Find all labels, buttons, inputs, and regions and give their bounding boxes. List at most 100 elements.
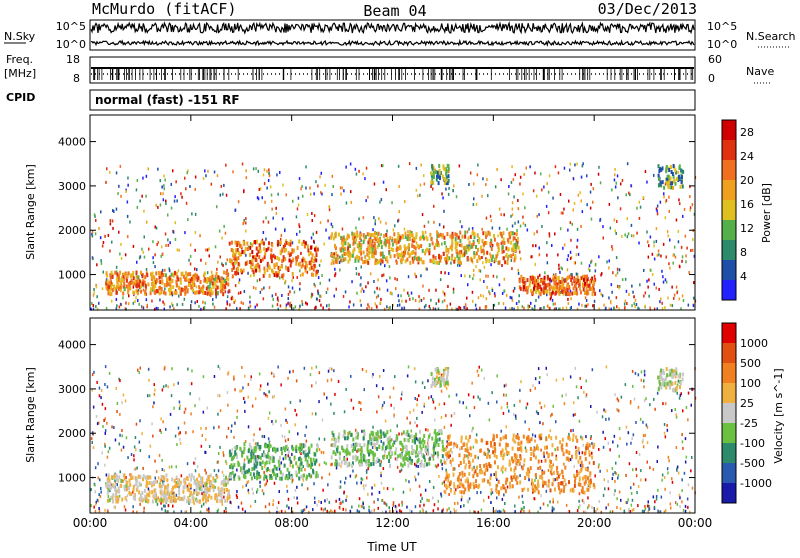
band-cell xyxy=(215,479,217,483)
scatter-cell xyxy=(345,388,347,391)
band-cell xyxy=(196,274,198,278)
scatter-cell xyxy=(578,303,580,306)
scatter-cell xyxy=(463,504,465,507)
scatter-cell xyxy=(590,207,592,210)
band-cell xyxy=(208,475,210,479)
scatter-cell xyxy=(145,195,147,198)
band-cell xyxy=(346,252,348,256)
scatter-cell xyxy=(381,440,383,443)
scatter-cell xyxy=(624,233,626,236)
band-cell xyxy=(682,185,684,189)
band-cell xyxy=(290,476,292,480)
band-cell xyxy=(216,499,218,503)
band-cell xyxy=(118,490,120,494)
scatter-cell xyxy=(638,485,640,488)
scatter-cell xyxy=(478,456,480,459)
scatter-cell xyxy=(480,491,482,494)
scatter-cell xyxy=(212,298,214,301)
band-cell xyxy=(225,476,227,480)
scatter-cell xyxy=(270,185,272,188)
scatter-cell xyxy=(299,288,301,291)
band-cell xyxy=(402,257,404,261)
scatter-cell xyxy=(297,432,299,435)
scatter-cell xyxy=(625,278,627,281)
scatter-cell xyxy=(253,492,255,495)
band-cell xyxy=(409,232,411,236)
scatter-cell xyxy=(624,303,626,306)
scatter-cell xyxy=(421,164,423,167)
band-cell xyxy=(486,251,488,255)
scatter-cell xyxy=(262,435,264,438)
scatter-cell xyxy=(534,440,536,443)
band-cell xyxy=(283,446,285,450)
scatter-cell xyxy=(207,249,209,252)
scatter-cell xyxy=(372,228,374,231)
scatter-cell xyxy=(221,185,223,188)
scatter-cell xyxy=(235,209,237,212)
scatter-cell xyxy=(339,269,341,272)
scatter-cell xyxy=(656,227,658,230)
scatter-cell xyxy=(576,385,578,388)
scatter-cell xyxy=(139,256,141,259)
scatter-cell xyxy=(575,446,577,449)
scatter-cell xyxy=(532,384,534,387)
scatter-cell xyxy=(295,423,297,426)
scatter-cell xyxy=(178,382,180,385)
band-cell xyxy=(151,481,153,485)
scatter-cell xyxy=(384,264,386,267)
scatter-cell xyxy=(397,424,399,427)
scatter-cell xyxy=(570,429,572,432)
band-cell xyxy=(180,281,182,285)
scatter-cell xyxy=(360,290,362,293)
scatter-cell xyxy=(420,274,422,277)
scatter-cell xyxy=(453,288,455,291)
scatter-cell xyxy=(626,193,628,196)
band-cell xyxy=(501,250,503,254)
scatter-cell xyxy=(238,200,240,203)
scatter-cell xyxy=(669,210,671,213)
scatter-cell xyxy=(654,500,656,503)
scatter-cell xyxy=(102,287,104,290)
scatter-cell xyxy=(100,487,102,490)
band-cell xyxy=(199,499,201,503)
scatter-cell xyxy=(657,254,659,257)
band-cell xyxy=(163,291,165,295)
band-cell xyxy=(210,496,212,500)
scatter-cell xyxy=(119,434,121,437)
scatter-cell xyxy=(316,298,318,301)
scatter-cell xyxy=(583,501,585,504)
scatter-cell xyxy=(409,422,411,425)
band-cell xyxy=(186,286,188,290)
band-cell xyxy=(383,255,385,259)
scatter-cell xyxy=(643,385,645,388)
scatter-cell xyxy=(609,448,611,451)
scatter-cell xyxy=(689,195,691,198)
band-cell xyxy=(432,242,434,246)
band-cell xyxy=(503,241,505,245)
scatter-cell xyxy=(617,174,619,177)
scatter-cell xyxy=(322,306,324,309)
band-cell xyxy=(378,232,380,236)
scatter-cell xyxy=(154,393,156,396)
scatter-cell xyxy=(447,305,449,308)
scatter-cell xyxy=(459,401,461,404)
scatter-cell xyxy=(178,269,180,272)
band-cell xyxy=(561,278,563,282)
scatter-cell xyxy=(325,229,327,232)
scatter-cell xyxy=(333,369,335,372)
band-cell xyxy=(212,281,214,285)
scatter-cell xyxy=(342,500,344,503)
power-heatmap xyxy=(90,162,696,311)
scatter-cell xyxy=(326,396,328,399)
scatter-cell xyxy=(127,177,129,180)
band-cell xyxy=(397,237,399,241)
scatter-cell xyxy=(552,509,554,512)
band-cell xyxy=(249,253,251,257)
band-cell xyxy=(137,291,139,295)
scatter-cell xyxy=(276,507,278,510)
scatter-cell xyxy=(448,187,450,190)
scatter-cell xyxy=(420,500,422,503)
scatter-cell xyxy=(120,165,122,168)
band-cell xyxy=(159,498,161,502)
scatter-cell xyxy=(439,403,441,406)
